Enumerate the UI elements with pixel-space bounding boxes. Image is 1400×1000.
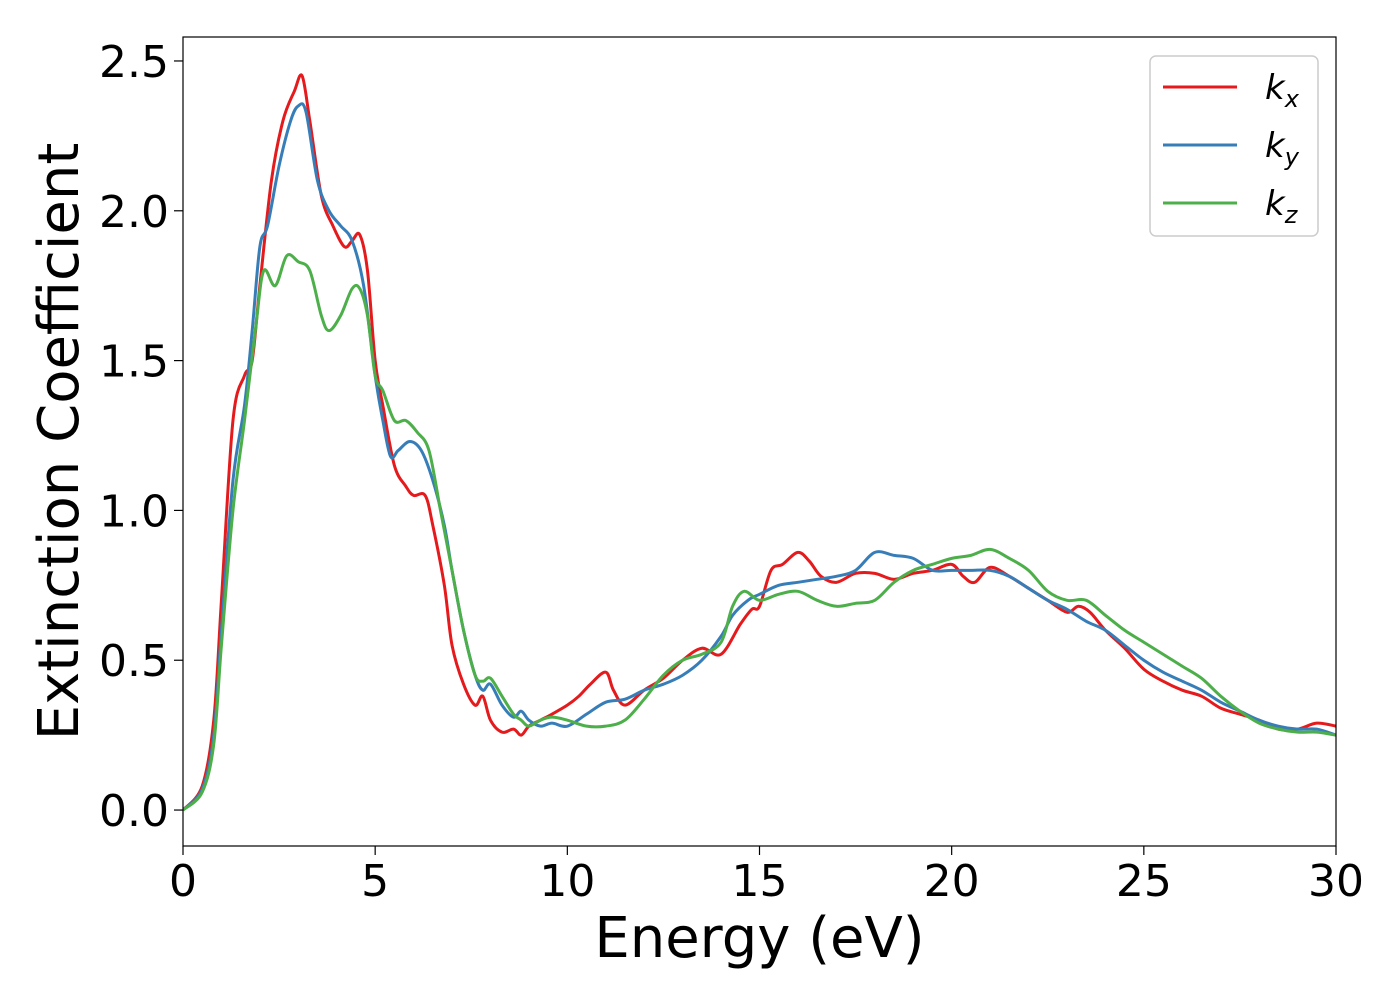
series-layer xyxy=(183,73,1336,812)
x-tick-label: 30 xyxy=(1308,856,1364,907)
x-tick-label: 5 xyxy=(361,856,389,907)
legend: kx ky kz xyxy=(1149,55,1319,237)
legend-label-y: ky xyxy=(1265,126,1300,171)
y-tick-label: 2.5 xyxy=(99,37,169,88)
y-tick-label: 0.0 xyxy=(99,786,169,837)
x-tick-label: 10 xyxy=(539,856,595,907)
series-line-y xyxy=(183,102,1336,812)
y-tick-label: 0.5 xyxy=(99,636,169,687)
x-tick-label: 20 xyxy=(924,856,980,907)
legend-label-z: kz xyxy=(1265,184,1299,229)
y-axis: 0.0 0.5 1.0 1.5 2.0 2.5 xyxy=(99,37,183,837)
y-tick-label: 2.0 xyxy=(99,187,169,238)
x-tick-label: 0 xyxy=(169,856,197,907)
series-line-z xyxy=(183,253,1336,812)
legend-label-x: kx xyxy=(1265,68,1300,113)
y-axis-title: Extinction Coefficient xyxy=(27,143,92,741)
y-tick-label: 1.0 xyxy=(99,486,169,537)
x-tick-label: 25 xyxy=(1116,856,1172,907)
x-axis: 0 5 10 15 20 25 30 xyxy=(169,846,1364,907)
y-tick-label: 1.5 xyxy=(99,337,169,388)
x-axis-title: Energy (eV) xyxy=(594,906,924,971)
x-tick-label: 15 xyxy=(732,856,788,907)
